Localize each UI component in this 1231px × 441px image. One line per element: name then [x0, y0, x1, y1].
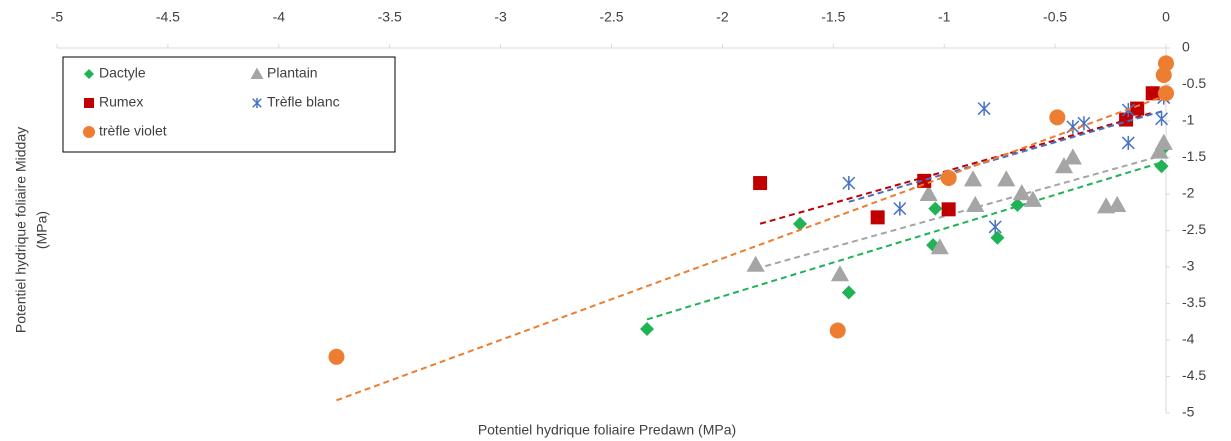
point [1158, 85, 1174, 102]
point [1012, 184, 1031, 201]
point [1121, 135, 1135, 150]
point [1023, 190, 1043, 207]
y-tick-label: -3 [1182, 258, 1195, 274]
x-tick-label: -0.5 [1043, 9, 1067, 25]
point [870, 210, 885, 225]
trendline [755, 154, 1165, 270]
point [940, 169, 957, 186]
y-tick-label: -0.5 [1182, 75, 1206, 91]
legend-marker [84, 69, 94, 79]
legend-marker [252, 98, 262, 108]
point [1054, 157, 1074, 174]
y-tick-label: -1 [1182, 112, 1195, 128]
point [1154, 159, 1169, 174]
point [1154, 133, 1173, 150]
point [746, 255, 765, 272]
point [1145, 86, 1160, 101]
point [1108, 195, 1127, 212]
point [930, 238, 949, 255]
y-tick-label: 0 [1182, 39, 1190, 55]
x-tick-label: 0 [1162, 9, 1170, 25]
point [829, 322, 846, 339]
point [1010, 197, 1025, 212]
x-tick-label: -2.5 [599, 9, 623, 25]
y-tick-label: -5 [1182, 404, 1195, 420]
x-tick-label: -3.5 [378, 9, 402, 25]
trendline [336, 94, 1167, 402]
y-axis-title: Potentiel hydrique foliaire Midday [13, 127, 29, 333]
x-axis-title: Potentiel hydrique foliaire Predawn (MPa… [478, 422, 736, 438]
point [988, 219, 1002, 234]
trendline [759, 111, 1153, 225]
legend-marker [83, 126, 95, 138]
trendline [848, 109, 1165, 203]
point [990, 230, 1005, 245]
point [1155, 111, 1169, 126]
legend-marker [84, 98, 94, 108]
y-tick-label: -4 [1182, 331, 1195, 347]
point [919, 184, 938, 201]
legend-label: trèfle violet [99, 123, 167, 139]
point [753, 176, 768, 191]
point [1066, 119, 1080, 134]
x-tick-label: -5 [51, 9, 64, 25]
point [917, 173, 932, 188]
legend-label: Rumex [99, 94, 143, 110]
legend-label: Trèfle blanc [267, 94, 340, 110]
legend-marker [250, 67, 264, 79]
point [842, 176, 856, 191]
y-tick-label: -2.5 [1182, 221, 1206, 237]
point [928, 201, 943, 216]
point [328, 348, 345, 365]
legend-label: Dactyle [99, 65, 146, 81]
point [997, 170, 1016, 187]
x-tick-label: -4.5 [156, 9, 180, 25]
point [841, 285, 856, 300]
point [830, 265, 850, 282]
point [1158, 55, 1174, 72]
y-axis-title: (MPa) [34, 211, 50, 249]
point [977, 101, 991, 116]
x-tick-label: -4 [273, 9, 286, 25]
point [793, 216, 808, 231]
point [1150, 142, 1169, 159]
x-tick-label: -1 [938, 9, 951, 25]
y-tick-label: -3.5 [1182, 294, 1206, 310]
point [941, 202, 956, 217]
y-tick-label: -4.5 [1182, 367, 1206, 383]
point [893, 201, 907, 216]
point [639, 322, 654, 337]
x-tick-label: -1.5 [821, 9, 845, 25]
point [1049, 109, 1066, 126]
point [966, 195, 985, 212]
point [963, 170, 983, 187]
point [1063, 148, 1082, 165]
trendline [646, 160, 1165, 321]
x-tick-label: -3 [494, 9, 507, 25]
y-tick-label: -1.5 [1182, 148, 1206, 164]
y-tick-label: -2 [1182, 185, 1195, 201]
legend-box [62, 56, 396, 153]
x-tick-label: -2 [716, 9, 729, 25]
legend-label: Plantain [267, 65, 318, 81]
